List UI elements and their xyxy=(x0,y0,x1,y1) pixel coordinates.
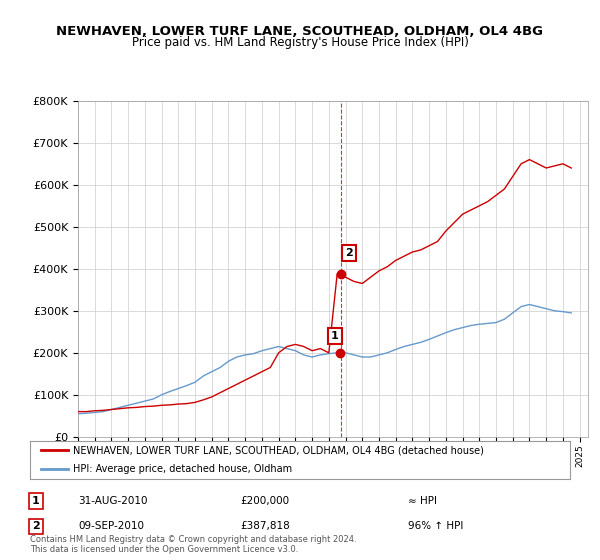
Text: HPI: Average price, detached house, Oldham: HPI: Average price, detached house, Oldh… xyxy=(73,464,292,474)
Text: NEWHAVEN, LOWER TURF LANE, SCOUTHEAD, OLDHAM, OL4 4BG: NEWHAVEN, LOWER TURF LANE, SCOUTHEAD, OL… xyxy=(56,25,544,38)
Text: Contains HM Land Registry data © Crown copyright and database right 2024.
This d: Contains HM Land Registry data © Crown c… xyxy=(30,535,356,554)
Text: 1: 1 xyxy=(331,331,339,341)
Text: 96% ↑ HPI: 96% ↑ HPI xyxy=(408,521,463,531)
Text: 2: 2 xyxy=(345,248,353,258)
Text: Price paid vs. HM Land Registry's House Price Index (HPI): Price paid vs. HM Land Registry's House … xyxy=(131,36,469,49)
Text: £200,000: £200,000 xyxy=(240,496,289,506)
Text: NEWHAVEN, LOWER TURF LANE, SCOUTHEAD, OLDHAM, OL4 4BG (detached house): NEWHAVEN, LOWER TURF LANE, SCOUTHEAD, OL… xyxy=(73,445,484,455)
Text: 2: 2 xyxy=(32,521,40,531)
Text: 31-AUG-2010: 31-AUG-2010 xyxy=(78,496,148,506)
Text: 1: 1 xyxy=(32,496,40,506)
Text: 09-SEP-2010: 09-SEP-2010 xyxy=(78,521,144,531)
Text: £387,818: £387,818 xyxy=(240,521,290,531)
Text: ≈ HPI: ≈ HPI xyxy=(408,496,437,506)
